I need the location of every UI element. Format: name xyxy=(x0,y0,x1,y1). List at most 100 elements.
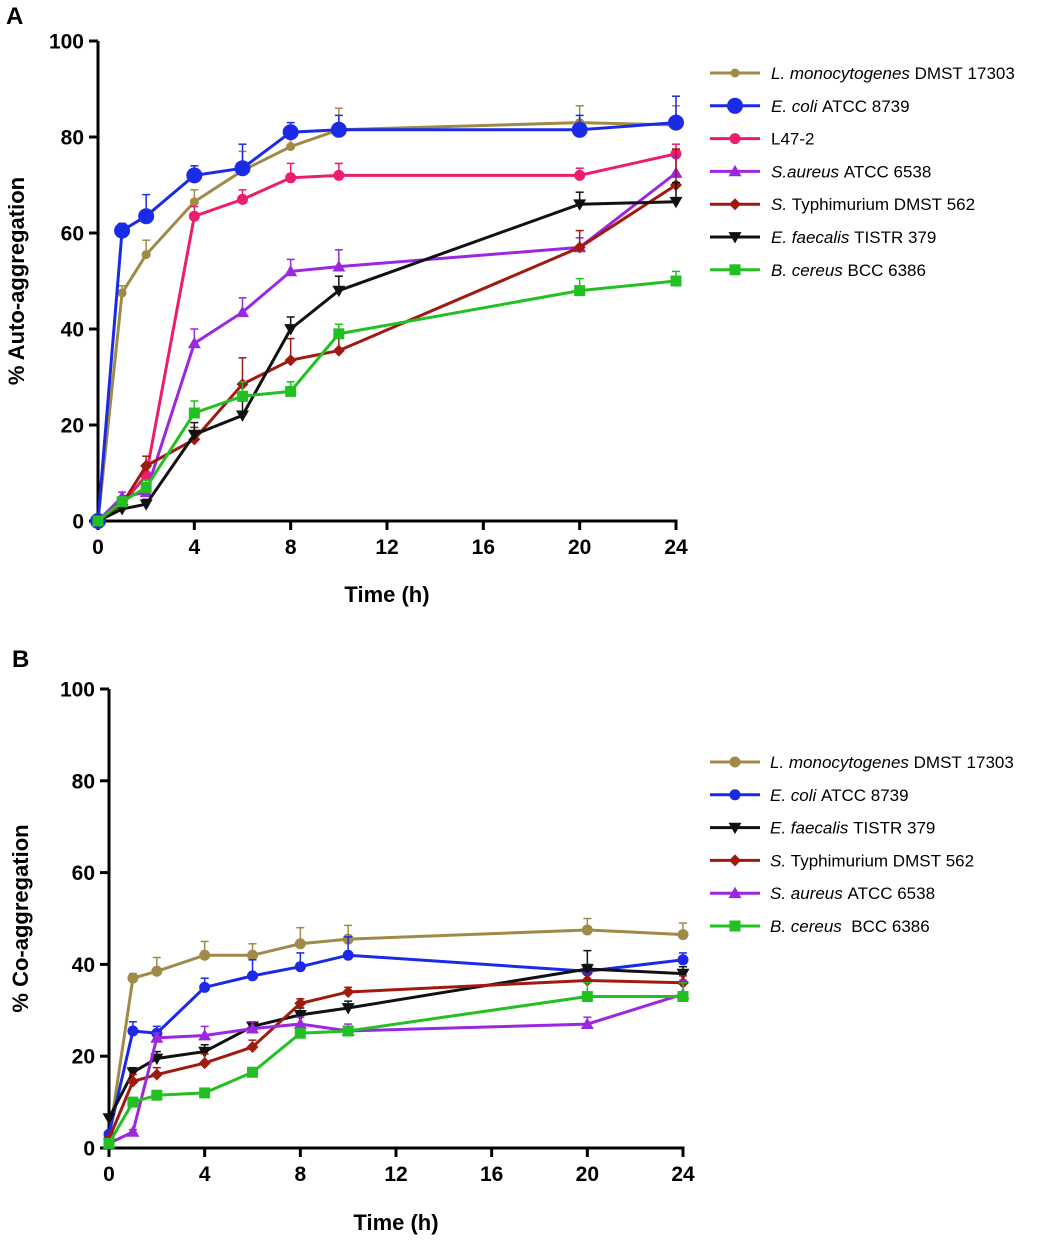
panel-b-series-2-point xyxy=(199,981,211,993)
panel-b-series-4-point xyxy=(126,1075,139,1088)
panel-a-legend-swatch-marker xyxy=(729,133,741,145)
panel-b-series-4-point xyxy=(246,1041,259,1054)
panel-a-legend-swatch-marker xyxy=(728,164,742,177)
panel-b-series-3-point xyxy=(126,1067,140,1079)
panel-a-series-2-line xyxy=(96,121,677,522)
panel-b-series-1-line xyxy=(107,928,684,1140)
panel-b-legend-swatch-marker xyxy=(728,822,742,835)
panel-b-series-4-point xyxy=(198,1057,211,1070)
panel-b-series-6-point xyxy=(677,991,689,1003)
panel-b-series-5-point xyxy=(126,1125,140,1137)
panel-b-series-4-point xyxy=(150,1068,163,1081)
panel-a-series-3 xyxy=(92,143,682,527)
panel-a-legend-label-italic: L. monocytogenes xyxy=(771,64,910,83)
panel-b-series-5-point xyxy=(580,1017,594,1029)
panel-a-legend-label: L. monocytogenes DMST 17303 xyxy=(771,64,1015,83)
panel-a-legend-label: E. faecalis TISTR 379 xyxy=(771,228,936,247)
panel-b-legend-label: L. monocytogenes DMST 17303 xyxy=(770,753,1014,772)
panel-a-series-6-point xyxy=(187,429,201,442)
panel-a-series-7-point xyxy=(285,385,297,397)
panel-b-legend-label-italic: E. coli xyxy=(770,786,818,805)
panel-b-y-tick-label: 20 xyxy=(72,1046,95,1069)
panel-b-series-5-point xyxy=(293,1017,307,1029)
panel-a-y-tick-label: 100 xyxy=(49,31,84,54)
panel-b-series-6-point xyxy=(342,1025,354,1037)
panel-a-legend-label-italic: S.aureus xyxy=(771,162,840,181)
panel-a-legend-label-rest: L47-2 xyxy=(771,130,814,149)
panel-b-legend-label-rest: Typhimurium DMST 562 xyxy=(786,851,974,870)
panel-b-series-5-point xyxy=(198,1029,212,1041)
panel-b-series-1-point xyxy=(151,965,163,977)
panel-a-series-1-point xyxy=(189,197,199,207)
panel-a-x-tick-label: 20 xyxy=(568,536,591,559)
panel-a-y-tick-label: 0 xyxy=(72,511,84,534)
panel-b-legend-label-italic: B. cereus xyxy=(770,917,842,936)
panel-b-series-3-line xyxy=(107,967,684,1119)
panel-a-y-axis-title: % Auto-aggregation xyxy=(4,177,29,385)
panel-b-series-6-point xyxy=(247,1066,258,1078)
panel-b-series-6-point xyxy=(294,1027,306,1039)
panel-a-series-3-point xyxy=(285,172,297,184)
panel-b-legend-swatch-marker xyxy=(728,886,742,899)
panel-b-x-axis-title: Time (h) xyxy=(353,1210,438,1235)
panel-b-legend-label: E. coli ATCC 8739 xyxy=(770,786,909,805)
panel-a-series-1-point xyxy=(117,288,127,298)
panel-a-series-4-point xyxy=(187,336,201,349)
panel-b-series-1-point xyxy=(199,949,211,961)
panel-b-legend-item-5: S. aureus ATCC 6538 xyxy=(710,884,935,903)
panel-a-legend-item-3: L47-2 xyxy=(710,130,814,149)
panel-a-series-3-point xyxy=(188,210,200,222)
panel-a-series-5-point xyxy=(140,459,153,472)
panel-a-series-4-point xyxy=(284,264,298,277)
panel-b-series-3-point xyxy=(676,968,690,981)
panel-b-legend-label-italic: S. aureus xyxy=(770,884,843,903)
panel-b-x-tick-label: 20 xyxy=(576,1163,599,1186)
panel-a-legend-item-1: L. monocytogenes DMST 17303 xyxy=(710,64,1015,83)
panel-a-legend-label: B. cereus BCC 6386 xyxy=(771,261,926,280)
panel-b-series-3-point xyxy=(580,964,594,976)
panel-a-series-7-point xyxy=(92,515,104,527)
panel-a-series-3-point xyxy=(574,169,586,181)
panel-b-legend-label: S. aureus ATCC 6538 xyxy=(770,884,935,903)
panel-b-y-tick-label: 0 xyxy=(83,1138,95,1161)
panel-letter-b: B xyxy=(12,646,29,673)
panel-b-series-5-line xyxy=(108,992,684,1145)
panel-a-legend-label: L47-2 xyxy=(771,130,814,149)
panel-a-legend-item-6: E. faecalis TISTR 379 xyxy=(710,228,936,247)
panel-b-axes: 0 20 40 60 80 100 0 4 8 12 16 20 24 Time (h) % Co-aggr… xyxy=(8,679,695,1236)
panel-a-series-7-point xyxy=(237,390,248,402)
panel-b-series-2-point xyxy=(127,1025,139,1037)
panel-b-legend-label-italic: S. xyxy=(770,851,786,870)
panel-b-series-3-point xyxy=(293,1010,307,1022)
panel-a-series-3-line xyxy=(97,152,677,523)
panel-a-legend-item-4: S.aureus ATCC 6538 xyxy=(710,162,931,181)
panel-a-legend-label-rest: ATCC 8739 xyxy=(817,97,909,116)
panel-a-series-7-point xyxy=(188,407,200,419)
panel-a-x-tick-label: 16 xyxy=(472,536,495,559)
panel-a-series-2-point xyxy=(668,114,684,131)
panel-b-y-tick-label: 40 xyxy=(72,954,95,977)
panel-b-legend-label-rest: BCC 6386 xyxy=(842,917,930,936)
panel-a-series-7-point xyxy=(574,285,586,297)
panel-b-series-1-point xyxy=(127,972,139,984)
panel-b-y-tick-label: 60 xyxy=(72,862,95,885)
panel-a-series-7-line xyxy=(97,279,677,523)
panel-b-series-1-point xyxy=(247,949,258,961)
panel-a-series-2 xyxy=(90,95,684,529)
panel-a-y-tick-label: 60 xyxy=(61,223,84,246)
panel-b-series-3-point xyxy=(341,1003,355,1015)
panel-b-series-2-point xyxy=(294,961,306,973)
panel-a-legend-swatch-marker xyxy=(729,198,741,211)
panel-b-legend-label-italic: L. monocytogenes xyxy=(770,753,909,772)
panel-b-legend-label-rest: ATCC 8739 xyxy=(816,786,908,805)
panel-a-series-4-point xyxy=(236,305,249,318)
panel-a-series-6-point xyxy=(139,499,153,511)
panel-a-series-5 xyxy=(92,148,682,527)
panel-b-series-2-point xyxy=(247,970,258,982)
panel-a-series-3-point xyxy=(333,169,345,181)
panel-b-x-tick-label: 0 xyxy=(103,1163,115,1186)
panel-b-series-2-point xyxy=(342,949,354,961)
panel-a-series-7 xyxy=(92,270,682,527)
panel-b-series-1 xyxy=(103,917,689,1145)
panel-b-y-axis-title: % Co-aggregation xyxy=(8,824,33,1012)
